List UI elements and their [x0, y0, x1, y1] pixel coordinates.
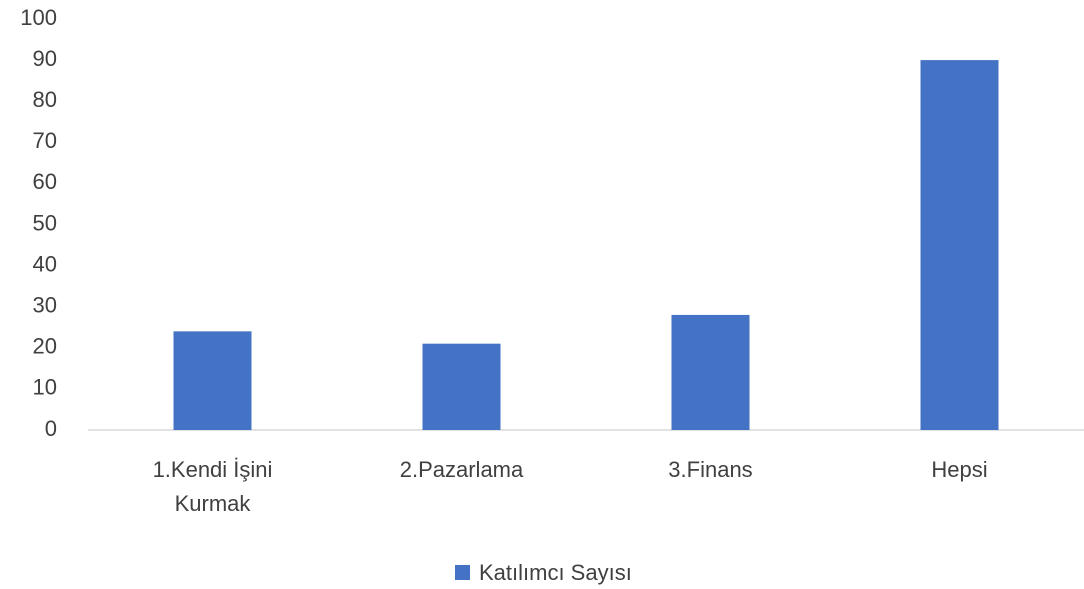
bar: [920, 60, 999, 430]
y-tick-label: 50: [33, 210, 57, 235]
y-tick-label: 0: [45, 416, 57, 441]
y-tick-label: 60: [33, 169, 57, 194]
x-tick-label: 3.Finans: [668, 457, 753, 482]
y-tick-label: 40: [33, 251, 57, 276]
y-tick-label: 90: [33, 46, 57, 71]
bar: [173, 331, 252, 430]
y-tick-label: 20: [33, 334, 57, 359]
y-tick-label: 10: [33, 375, 57, 400]
legend-swatch: [455, 565, 470, 580]
bar: [671, 314, 750, 430]
x-tick-label: 2.Pazarlama: [399, 457, 524, 482]
bar: [422, 343, 501, 430]
x-tick-label: Hepsi: [931, 457, 988, 482]
y-tick-label: 100: [20, 5, 57, 30]
x-tick-label: 1.Kendi İşini Kurmak: [152, 457, 273, 516]
y-tick-label: 70: [33, 128, 57, 153]
y-tick-label: 30: [33, 293, 57, 318]
legend-label: Katılımcı Sayısı: [479, 560, 632, 585]
y-tick-label: 80: [33, 87, 57, 112]
